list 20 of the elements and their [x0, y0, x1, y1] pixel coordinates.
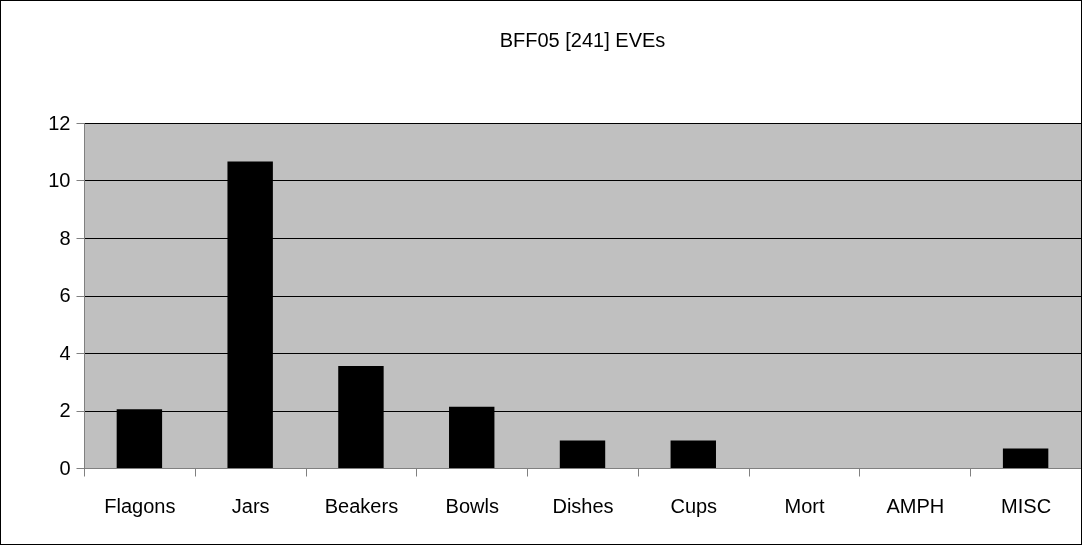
y-tick-label: 4	[59, 341, 71, 364]
x-tick-label: Cups	[670, 494, 718, 517]
y-tick-label: 0	[59, 456, 71, 479]
y-tick-label: 2	[59, 399, 71, 421]
bar	[670, 440, 716, 468]
x-tick-label: Dishes	[552, 494, 614, 517]
x-tick-label: MISC	[1001, 494, 1052, 517]
x-tick-label: AMPH	[886, 494, 945, 517]
y-tick-label: 12	[48, 111, 71, 134]
chart-title: BFF05 [241] EVEs	[499, 29, 666, 51]
x-tick-label: Mort	[784, 494, 825, 517]
x-tick-label: Beakers	[324, 494, 399, 517]
y-tick-label: 8	[59, 226, 71, 249]
x-tick-label: Jars	[231, 494, 270, 517]
y-tick-label: 10	[48, 169, 71, 191]
x-tick-label: Bowls	[445, 494, 499, 517]
bar	[1002, 448, 1049, 468]
y-tick-label: 6	[59, 284, 71, 306]
x-tick-label: Flagons	[104, 494, 176, 517]
bar	[559, 440, 606, 468]
